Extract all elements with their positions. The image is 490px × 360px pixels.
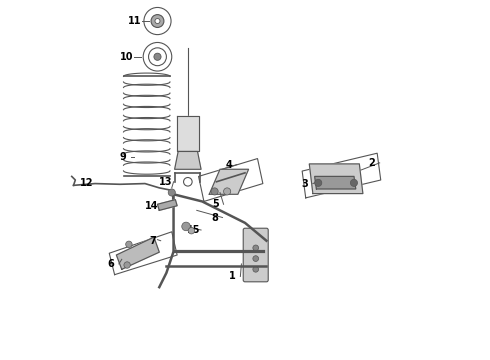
Polygon shape — [315, 176, 356, 189]
Polygon shape — [174, 152, 201, 169]
Polygon shape — [177, 116, 198, 152]
Text: 9: 9 — [120, 152, 126, 162]
Text: 12: 12 — [80, 178, 94, 188]
Circle shape — [315, 179, 322, 186]
Circle shape — [253, 256, 259, 261]
Circle shape — [154, 53, 161, 60]
FancyBboxPatch shape — [243, 228, 268, 282]
Polygon shape — [309, 164, 363, 194]
Polygon shape — [157, 200, 177, 210]
Text: 8: 8 — [211, 212, 218, 222]
Text: 14: 14 — [145, 201, 158, 211]
Polygon shape — [209, 169, 248, 194]
Text: 13: 13 — [159, 177, 172, 187]
Text: 4: 4 — [225, 159, 232, 170]
Circle shape — [168, 189, 175, 196]
Circle shape — [126, 241, 132, 248]
Circle shape — [253, 245, 259, 251]
Circle shape — [223, 188, 231, 195]
Circle shape — [155, 18, 160, 23]
Text: 15: 15 — [187, 225, 200, 235]
Circle shape — [350, 179, 358, 186]
Text: 6: 6 — [108, 259, 115, 269]
Text: 1: 1 — [229, 271, 236, 282]
Text: 3: 3 — [302, 179, 308, 189]
Polygon shape — [117, 237, 159, 269]
Circle shape — [188, 228, 195, 234]
Circle shape — [151, 15, 164, 27]
Circle shape — [211, 188, 218, 195]
Circle shape — [182, 222, 190, 231]
Circle shape — [124, 262, 130, 268]
Circle shape — [253, 266, 259, 272]
Text: 2: 2 — [368, 158, 375, 168]
Text: 11: 11 — [127, 16, 141, 26]
Text: 7: 7 — [149, 236, 156, 246]
Text: 10: 10 — [120, 52, 133, 62]
Text: 5: 5 — [212, 199, 219, 209]
